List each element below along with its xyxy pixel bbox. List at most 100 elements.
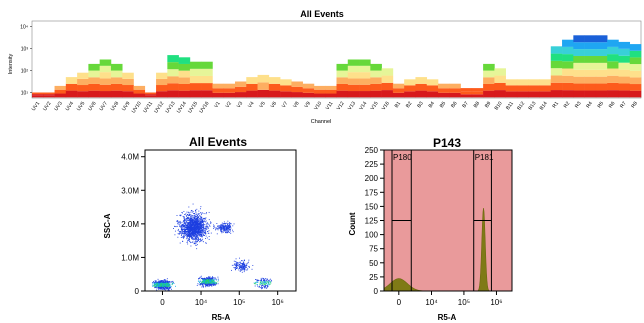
spectral-x-tick: B8 [473, 101, 482, 110]
spectral-column-r7 [618, 41, 631, 98]
spectral-column-b9 [483, 63, 495, 98]
spectral-x-tick: R2 [563, 101, 572, 110]
spectral-x-tick: V12 [336, 101, 346, 112]
spectral-x-tick: B2 [405, 101, 414, 110]
spectral-x-tick: B11 [505, 101, 515, 112]
histogram-gate-p181: P181 [473, 150, 494, 291]
spectral-column-uv5 [77, 72, 89, 98]
spectral-x-tick: UV13 [165, 101, 177, 115]
spectral-title: All Events [300, 9, 344, 19]
spectral-x-tick: R1 [551, 101, 560, 110]
spectral-x-tick: V8 [292, 101, 301, 110]
scatter-y-tick: 3.0M [121, 186, 139, 195]
spectral-x-tick: UV2 [42, 101, 53, 113]
histogram-y-tick: 75 [369, 245, 378, 254]
spectral-x-tick: V11 [325, 101, 335, 112]
histogram-gate-label: P181 [475, 153, 494, 162]
spectral-x-tick: V15 [370, 101, 380, 112]
spectral-x-tick: R4 [585, 101, 594, 110]
scatter-population-2 [151, 278, 176, 291]
spectral-column-b6 [449, 83, 461, 98]
spectral-column-b7 [460, 88, 473, 98]
spectral-x-tick: B6 [450, 101, 459, 110]
spectral-x-tick: UV11 [142, 101, 154, 115]
spectral-column-uv6 [88, 63, 100, 98]
scatter-y-tick: 4.0M [121, 153, 139, 162]
spectral-x-tick: V16 [381, 101, 391, 112]
histogram-p143: P143 Count R5-A P180 P181 0 25 50 75 100 125 150… [348, 136, 513, 322]
scatter-y-tick: 0 [135, 287, 140, 296]
scatter-plot-area: 0 1.0M 2.0M 3.0M 4.0M 0 10⁴ 10⁵ 10⁶ [121, 149, 297, 307]
histogram-x-tick: 0 [397, 298, 402, 307]
spectral-x-tick: V4 [247, 101, 256, 110]
spectral-x-tick: UV8 [110, 101, 121, 113]
spectral-column-r1 [550, 46, 563, 98]
spectral-x-label: Channel [311, 119, 332, 125]
spectral-column-b13 [528, 79, 540, 98]
spectral-x-tick: V6 [270, 101, 279, 110]
spectral-column-uv11 [144, 92, 157, 98]
scatter-x-tick: 10⁴ [195, 298, 208, 307]
histogram-x-tick: 10⁵ [458, 298, 470, 307]
spectral-column-uv7 [99, 59, 112, 98]
spectral-column-r6 [607, 39, 619, 98]
spectral-column-b10 [494, 68, 506, 98]
spectral-column-b2 [404, 79, 416, 98]
spectral-column-uv10 [133, 85, 146, 98]
spectral-column-b3 [415, 77, 428, 98]
spectral-x-tick: B9 [484, 101, 493, 110]
spectral-column-uv13 [167, 55, 179, 98]
histogram-y-tick: 250 [365, 146, 379, 155]
spectral-column-v12 [336, 63, 349, 98]
spectral-column-uv2 [43, 92, 55, 98]
spectral-intensity-chart: All Events Intensity Channel UV1 UV2 UV3 UV… [8, 9, 642, 125]
spectral-x-tick: UV16 [198, 101, 210, 115]
spectral-column-v16 [381, 68, 394, 98]
spectral-column-uv14 [178, 57, 191, 98]
histogram-y-tick: 125 [365, 217, 379, 226]
spectral-column-v4 [246, 77, 258, 98]
spectral-x-tick: B10 [494, 101, 504, 112]
spectral-x-tick: V10 [313, 101, 323, 112]
spectral-column-v2 [223, 83, 236, 98]
spectral-x-tick: UV7 [98, 101, 109, 113]
spectral-x-tick: UV9 [121, 101, 132, 113]
scatter-population-1 [173, 203, 212, 250]
scatter-population-4 [231, 257, 254, 273]
spectral-x-tick: R8 [630, 101, 639, 110]
spectral-column-uv16 [201, 61, 213, 98]
spectral-x-tick: UV12 [153, 101, 165, 115]
spectral-column-uv8 [110, 63, 123, 98]
spectral-column-v9 [302, 83, 315, 98]
histogram-y-tick: 50 [369, 259, 378, 268]
histogram-y-tick: 225 [365, 160, 379, 169]
scatter-y-tick: 1.0M [121, 253, 139, 262]
spectral-column-uv3 [54, 85, 67, 98]
spectral-x-tick: B5 [439, 101, 448, 110]
spectral-column-v1 [212, 83, 225, 98]
spectral-x-tick: V2 [225, 101, 234, 110]
spectral-column-r4 [584, 35, 597, 98]
histogram-y-tick: 25 [369, 273, 378, 282]
spectral-y-label: Intensity [8, 54, 14, 75]
spectral-x-tick: V13 [347, 101, 357, 112]
spectral-column-uv12 [156, 72, 168, 98]
histogram-y-tick: 175 [365, 188, 379, 197]
spectral-column-uv9 [122, 72, 134, 98]
scatter-x-label: R5-A [212, 313, 231, 322]
histogram-y-tick: 0 [374, 287, 379, 296]
spectral-x-tick: V7 [281, 101, 290, 110]
spectral-y-tick: 10² [21, 69, 29, 75]
spectral-column-b1 [392, 83, 405, 98]
histogram-y-tick: 100 [365, 231, 379, 240]
spectral-column-v10 [313, 85, 326, 98]
spectral-x-tick: UV3 [53, 101, 64, 113]
spectral-x-tick: V3 [236, 101, 245, 110]
spectral-column-v15 [370, 63, 382, 98]
spectral-x-tick: UV15 [187, 101, 199, 115]
spectral-x-tick: B4 [428, 101, 437, 110]
spectral-plot-area: UV1 UV2 UV3 UV4 UV5 UV6 UV7 UV8 UV9 UV10 UV11 UV12 U… [20, 20, 642, 115]
histogram-title: P143 [433, 136, 461, 150]
scatter-x-tick: 10⁵ [233, 298, 245, 307]
spectral-x-tick: R6 [608, 101, 617, 110]
